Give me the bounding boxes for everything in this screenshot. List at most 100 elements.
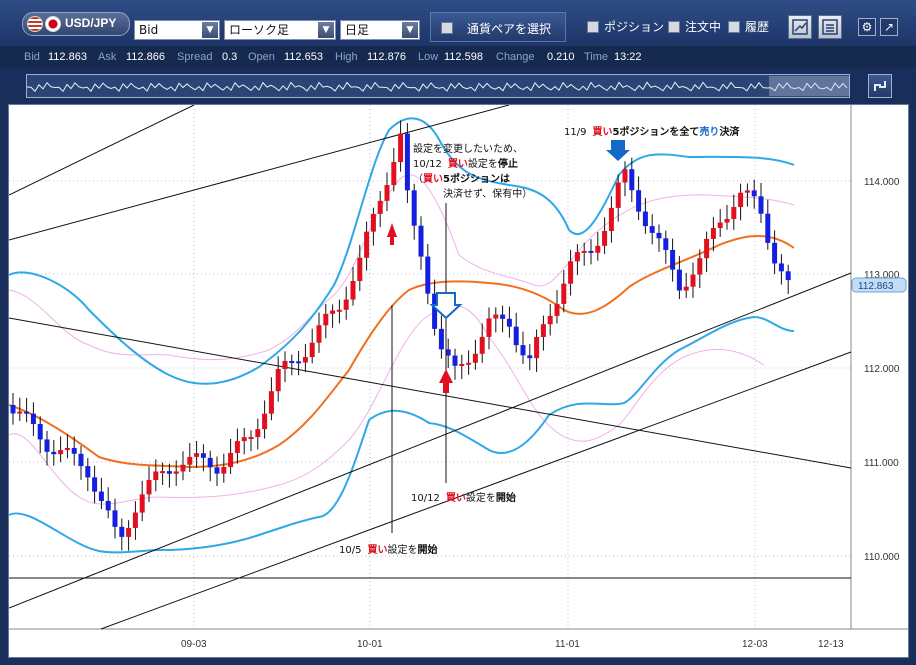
chart-tools-button[interactable] — [788, 15, 812, 39]
fit-icon — [874, 81, 886, 91]
candle-body — [744, 190, 750, 193]
buy-arrow-icon — [387, 223, 397, 245]
candle-body — [704, 238, 710, 259]
orders-label: 注文中 — [685, 20, 722, 34]
candle-body — [126, 527, 132, 537]
trend-line — [8, 104, 195, 196]
candle-body — [370, 213, 376, 232]
candle-body — [391, 162, 397, 186]
price-chart[interactable]: 114.000 113.000 112.000 111.000 110.000 … — [8, 104, 909, 658]
candle-body — [166, 471, 172, 474]
candle-body — [568, 261, 574, 284]
chevron-down-icon: ▼ — [402, 22, 418, 38]
time-label: Time — [584, 51, 609, 63]
band-inner-upper — [8, 174, 795, 361]
date-tick-label: 12-03 — [742, 639, 768, 650]
candle-body — [731, 206, 737, 219]
open-value: 112.653 — [284, 51, 323, 63]
annotation-oct12-stop-line3: （買い5ポジションは — [413, 172, 510, 185]
orders-checkbox[interactable] — [668, 21, 680, 33]
buy-arrow-icon — [439, 369, 453, 393]
price-tick-label: 114.000 — [864, 177, 900, 188]
candle-body — [452, 355, 458, 366]
candle-body — [466, 362, 472, 365]
price-type-select[interactable]: Bid ▼ — [134, 20, 220, 40]
settings-button[interactable]: ⚙ — [858, 18, 876, 36]
select-pair-checkbox-icon — [441, 22, 453, 34]
candle-body — [187, 456, 193, 465]
moving-average-line — [8, 235, 795, 469]
timeframe-select[interactable]: 日足 ▼ — [340, 20, 420, 40]
candle-body — [690, 274, 696, 287]
currency-pair-label: USD/JPY — [65, 16, 117, 30]
current-price-badge — [851, 277, 907, 293]
candle-body — [275, 369, 281, 392]
candle-body — [255, 429, 261, 437]
candles — [10, 120, 791, 551]
select-pair-button[interactable]: 通貨ペアを選択 — [430, 12, 566, 42]
candle-body — [207, 457, 213, 468]
annotation-oct12-stop-line4: 決済せず、保有中） — [443, 187, 532, 200]
candle-body — [180, 464, 186, 472]
chart-canvas: 114.000 113.000 112.000 111.000 110.000 … — [8, 104, 908, 650]
candle-body — [194, 453, 200, 457]
us-flag-icon — [27, 16, 43, 32]
price-tick-label: 112.000 — [864, 364, 900, 375]
candle-body — [78, 453, 84, 467]
price-tick-label: 113.000 — [864, 270, 900, 281]
candle-body — [724, 218, 730, 223]
candle-body — [717, 222, 723, 229]
overview-toggle-button[interactable] — [868, 74, 892, 98]
current-price-label: 112.863 — [858, 281, 894, 292]
ask-value: 112.866 — [126, 51, 165, 63]
trend-line — [8, 272, 852, 609]
overview-line — [26, 76, 849, 96]
chart-settings-list-button[interactable] — [818, 15, 842, 39]
trend-line — [100, 351, 852, 630]
candle-body — [636, 190, 642, 212]
candle-body — [330, 310, 336, 314]
candle-body — [438, 328, 444, 350]
candle-body — [364, 231, 370, 258]
candle-body — [248, 436, 254, 439]
candle-body — [404, 133, 410, 191]
currency-pair-badge[interactable]: USD/JPY — [22, 12, 130, 36]
price-tick-label: 111.000 — [864, 458, 899, 469]
candle-body — [540, 324, 546, 338]
candle-body — [615, 182, 621, 208]
chart-type-select[interactable]: ローソク足 ▼ — [224, 20, 336, 40]
candle-body — [112, 510, 118, 527]
candle-body — [547, 315, 553, 325]
change-value: 0.210 — [547, 51, 575, 63]
high-label: High — [335, 51, 358, 63]
candle-body — [105, 501, 111, 511]
chart-tools-icon — [792, 19, 808, 35]
candle-body — [595, 245, 601, 253]
external-link-icon: ↗ — [883, 20, 895, 34]
candle-body — [234, 441, 240, 453]
low-value: 112.598 — [444, 51, 483, 63]
chart-type-value: ローソク足 — [229, 23, 290, 37]
list-icon — [822, 19, 838, 35]
select-pair-label: 通貨ペアを選択 — [467, 22, 552, 36]
candle-body — [200, 453, 206, 458]
trend-line — [8, 317, 852, 469]
bid-label: Bid — [24, 51, 40, 63]
candle-body — [30, 413, 36, 425]
popout-button[interactable]: ↗ — [880, 18, 898, 36]
spread-label: Spread — [177, 51, 213, 63]
positions-checkbox[interactable] — [587, 21, 599, 33]
candle-body — [411, 190, 417, 226]
candle-body — [398, 133, 404, 163]
open-label: Open — [248, 51, 275, 63]
price-type-value: Bid — [139, 23, 159, 37]
history-checkbox[interactable] — [728, 21, 740, 33]
candle-body — [778, 263, 784, 272]
candle-body — [153, 471, 159, 481]
positions-label: ポジション — [604, 20, 665, 34]
overview-navigator[interactable] — [26, 74, 850, 98]
candle-body — [37, 424, 43, 440]
spread-value: 0.3 — [222, 51, 238, 63]
candle-body — [683, 286, 689, 291]
candle-body — [588, 250, 594, 253]
